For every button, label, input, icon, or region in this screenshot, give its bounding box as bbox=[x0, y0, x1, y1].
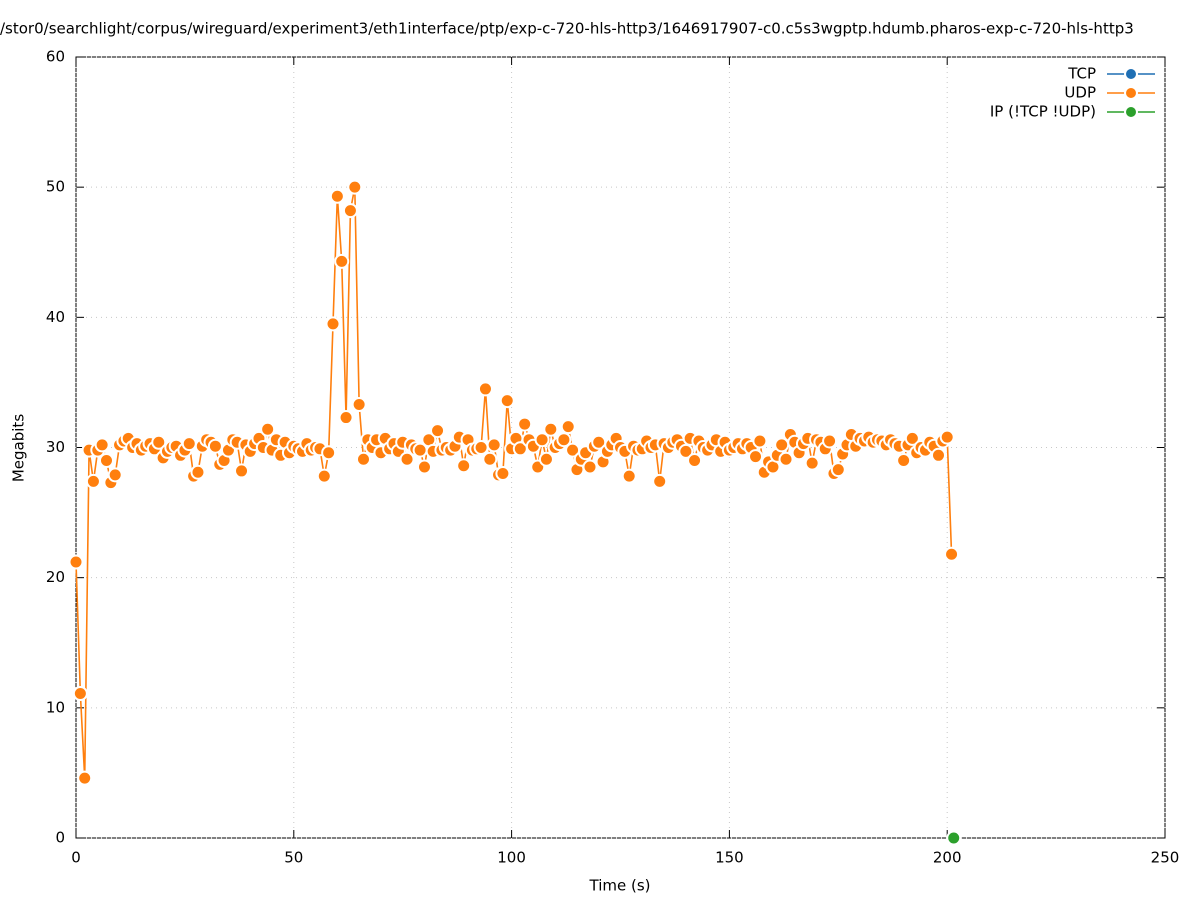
data-point bbox=[621, 468, 637, 484]
data-point bbox=[234, 463, 250, 479]
data-point bbox=[94, 437, 110, 453]
y-tick-label: 10 bbox=[46, 698, 65, 716]
x-tick-label: 150 bbox=[715, 849, 744, 867]
x-tick-label: 250 bbox=[1151, 849, 1180, 867]
data-point bbox=[456, 458, 472, 474]
data-point bbox=[334, 253, 350, 269]
data-point bbox=[473, 440, 489, 455]
x-tick-label: 100 bbox=[497, 849, 526, 867]
data-point bbox=[748, 449, 764, 465]
legend-marker bbox=[1124, 67, 1138, 81]
legend-label: UDP bbox=[1064, 84, 1096, 102]
y-tick-label: 40 bbox=[46, 308, 65, 326]
y-tick-label: 0 bbox=[55, 829, 65, 847]
data-point bbox=[896, 453, 912, 469]
legend-label: IP (!TCP !UDP) bbox=[990, 103, 1096, 121]
data-point bbox=[939, 429, 955, 445]
data-point bbox=[543, 421, 559, 437]
x-tick-label: 200 bbox=[933, 849, 962, 867]
legend-label: TCP bbox=[1067, 65, 1096, 83]
data-point bbox=[342, 203, 358, 219]
data-point bbox=[678, 443, 694, 459]
data-point bbox=[347, 179, 363, 195]
data-point bbox=[260, 421, 276, 437]
data-point bbox=[904, 430, 920, 446]
data-point bbox=[495, 466, 511, 482]
data-point bbox=[482, 451, 498, 467]
data-point bbox=[416, 459, 432, 475]
data-point bbox=[430, 423, 446, 439]
y-axis-label: Megabits bbox=[10, 414, 28, 482]
series-line bbox=[75, 187, 953, 779]
data-point bbox=[85, 473, 101, 489]
x-tick-label: 50 bbox=[284, 849, 303, 867]
data-point bbox=[830, 462, 846, 478]
x-tick-label: 0 bbox=[71, 849, 81, 867]
data-point bbox=[499, 393, 515, 409]
data-point bbox=[207, 438, 223, 454]
data-point bbox=[107, 467, 123, 483]
data-point bbox=[538, 451, 554, 467]
data-point bbox=[534, 432, 550, 448]
y-tick-label: 30 bbox=[46, 438, 65, 456]
data-point bbox=[68, 554, 84, 570]
data-point bbox=[321, 445, 337, 461]
data-point bbox=[582, 459, 598, 475]
data-point bbox=[98, 453, 114, 469]
legend-marker bbox=[1124, 86, 1138, 100]
data-point bbox=[399, 451, 415, 467]
x-axis-label: Time (s) bbox=[589, 877, 651, 895]
data-point bbox=[560, 419, 576, 435]
data-point bbox=[316, 468, 332, 484]
data-point bbox=[486, 437, 502, 453]
y-tick-label: 20 bbox=[46, 568, 65, 586]
data-point bbox=[338, 410, 354, 426]
y-tick-label: 60 bbox=[46, 48, 65, 66]
data-point bbox=[351, 397, 367, 413]
data-point bbox=[944, 546, 960, 562]
data-point bbox=[72, 686, 88, 702]
data-point bbox=[77, 770, 93, 786]
data-point bbox=[355, 451, 371, 467]
data-point bbox=[477, 381, 493, 397]
legend-marker bbox=[1124, 105, 1138, 119]
data-point bbox=[325, 316, 341, 332]
data-point bbox=[556, 432, 572, 448]
y-tick-label: 50 bbox=[46, 178, 65, 196]
data-point bbox=[190, 464, 206, 480]
data-point bbox=[822, 433, 838, 449]
data-point bbox=[652, 473, 668, 489]
data-point bbox=[181, 436, 197, 452]
data-point bbox=[946, 830, 962, 846]
data-point bbox=[151, 434, 167, 450]
data-point bbox=[687, 453, 703, 469]
data-point bbox=[778, 451, 794, 467]
chart-title: /stor0/searchlight/corpus/wireguard/expe… bbox=[0, 20, 1134, 38]
data-point bbox=[930, 447, 946, 463]
data-point bbox=[752, 433, 768, 449]
data-point bbox=[804, 455, 820, 471]
data-point bbox=[517, 416, 533, 432]
data-point bbox=[329, 188, 345, 204]
